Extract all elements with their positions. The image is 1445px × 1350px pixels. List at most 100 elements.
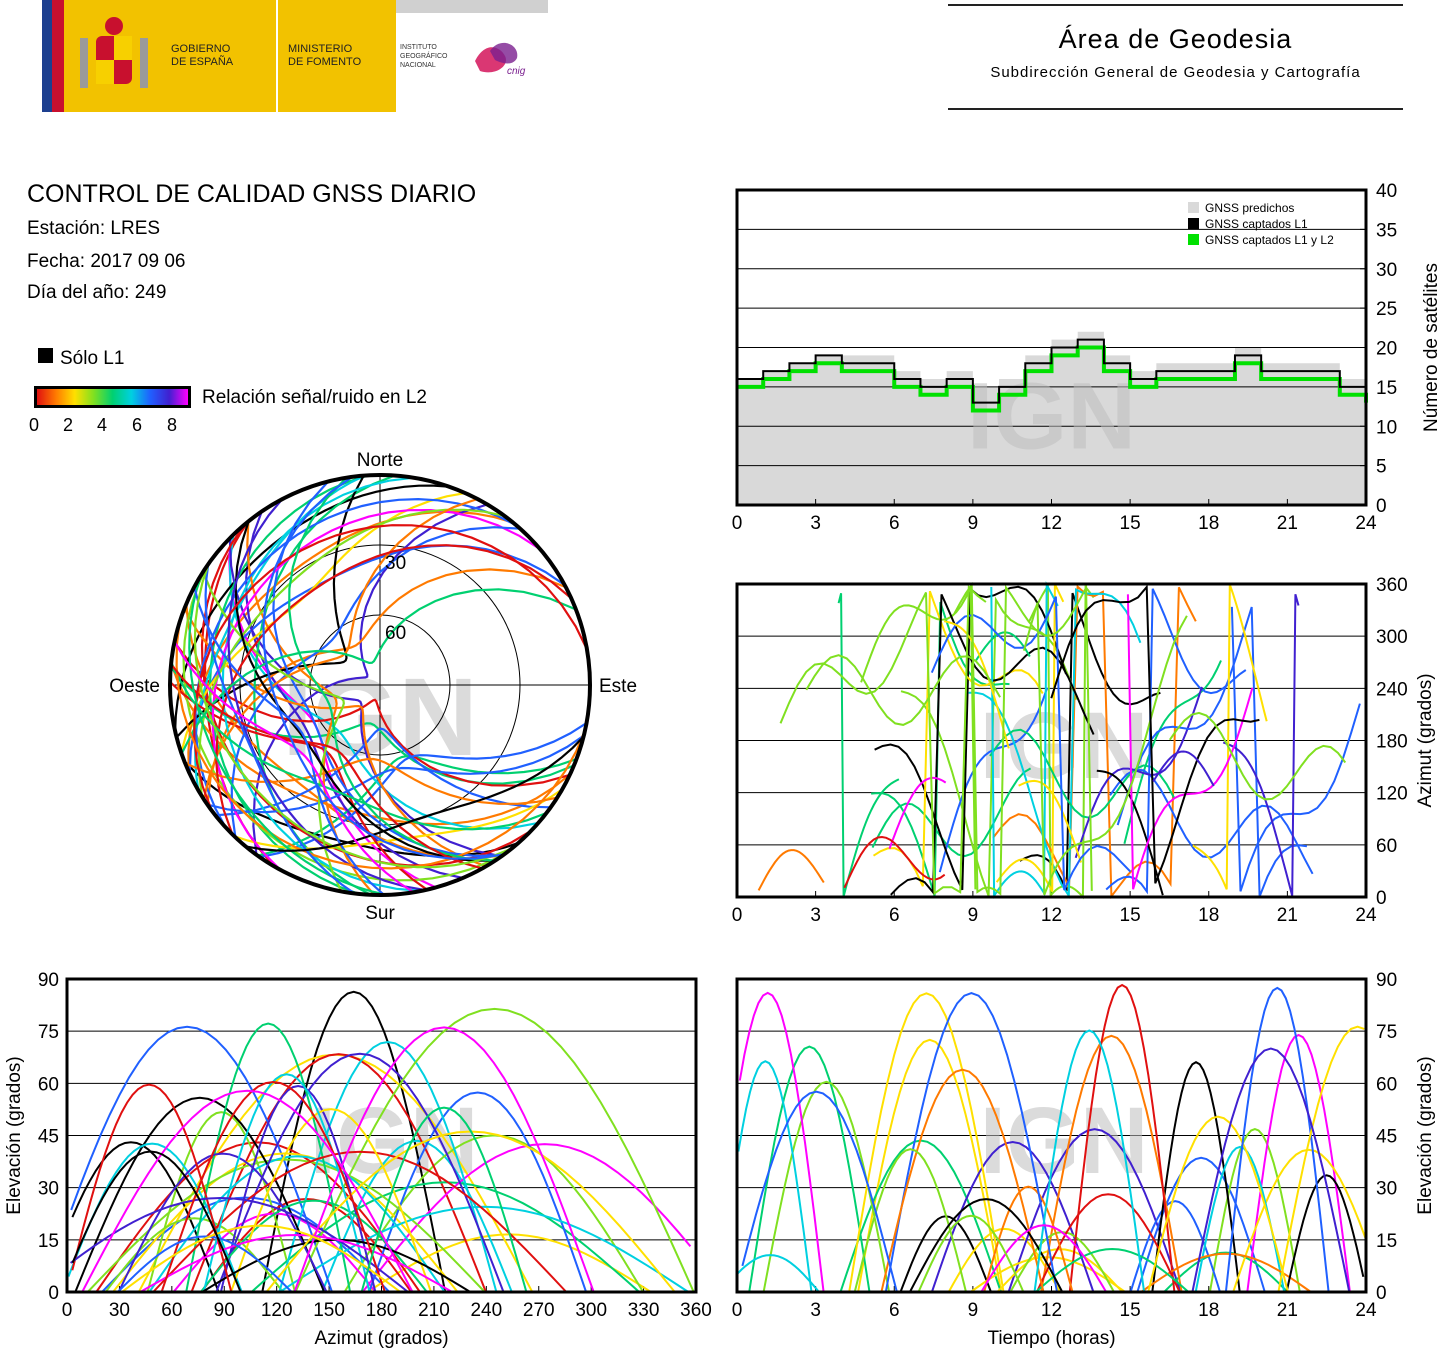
satellite-track bbox=[880, 1068, 1045, 1293]
y-axis-title: Número de satélites bbox=[1421, 263, 1442, 432]
legend-label: GNSS predichos bbox=[1205, 201, 1294, 215]
satellite-track bbox=[738, 991, 825, 1293]
snr-label: Relación señal/ruido en L2 bbox=[202, 387, 427, 408]
y-tick-label: 300 bbox=[1376, 627, 1408, 648]
satellite-track bbox=[117, 1152, 328, 1293]
satellite-track bbox=[170, 661, 547, 831]
ign-line2: GEOGRÁFICO bbox=[400, 53, 448, 60]
satellite-track bbox=[343, 1134, 645, 1293]
date-label: Fecha: 2017 09 06 bbox=[27, 251, 186, 272]
watermark-ign: IGN bbox=[967, 363, 1136, 469]
satellite-track bbox=[980, 1224, 1108, 1293]
satellite-track bbox=[1232, 1148, 1367, 1293]
satellite-track bbox=[1035, 1193, 1181, 1293]
satellite-track bbox=[1096, 769, 1164, 896]
satellite-track bbox=[204, 564, 356, 895]
coat-of-arms-icon bbox=[80, 17, 148, 88]
y-tick-label: 40 bbox=[1376, 181, 1397, 202]
satellite-track bbox=[737, 1060, 813, 1293]
y-tick-label: 15 bbox=[1376, 378, 1397, 399]
elevation-time-chart: 0 15 30 45 60 75 90 0 3 6 9 12 15 18 21 24 IGN Elevación … bbox=[732, 970, 1436, 1349]
satellite-track bbox=[175, 621, 587, 870]
satellite-track bbox=[757, 849, 825, 891]
satellite-track bbox=[871, 767, 1032, 858]
satellite-track bbox=[252, 503, 488, 855]
ign-logo-text: INSTITUTO GEOGRÁFICO NACIONAL bbox=[400, 43, 447, 70]
satellite-track bbox=[1109, 768, 1314, 875]
satellite-track bbox=[1136, 1156, 1266, 1293]
x-tick-label: 24 bbox=[1355, 1300, 1377, 1321]
satellite-track bbox=[139, 1233, 453, 1293]
cnig-logo-icon: cnig bbox=[475, 42, 526, 77]
gobierno-logo-block: GOBIERNO DE ESPAÑA bbox=[64, 0, 276, 112]
x-tick-label: 150 bbox=[313, 1300, 345, 1321]
satellite-track bbox=[71, 1150, 242, 1293]
satellite-tracks bbox=[736, 983, 1367, 1293]
satellite-track bbox=[193, 562, 513, 869]
horizon-circle bbox=[168, 473, 592, 897]
satellite-track bbox=[193, 586, 385, 896]
series-gnss-captados-l1-y-l2 bbox=[737, 345, 1368, 413]
satellite-track bbox=[848, 992, 1005, 1293]
satellite-track bbox=[1033, 1029, 1146, 1293]
x-tick-label: 120 bbox=[261, 1300, 293, 1321]
y-tick-label: 20 bbox=[1376, 339, 1397, 360]
y-tick-label: 15 bbox=[38, 1231, 59, 1252]
x-axis-title: Azimut (grados) bbox=[314, 1328, 448, 1349]
satellite-track bbox=[1068, 983, 1176, 1293]
satellite-track bbox=[208, 474, 369, 896]
x-tick-label: 15 bbox=[1120, 905, 1141, 926]
x-tick-label: 18 bbox=[1198, 905, 1219, 926]
satellite-track bbox=[1123, 660, 1222, 844]
label-south: Sur bbox=[365, 903, 395, 924]
gobierno-line2: DE ESPAÑA bbox=[171, 56, 234, 68]
header-rule-top bbox=[948, 4, 1403, 6]
satellite-track bbox=[160, 1080, 386, 1293]
x-tick-label: 6 bbox=[889, 1300, 900, 1321]
satellite-track bbox=[975, 631, 1031, 661]
satellite-track bbox=[104, 1217, 284, 1293]
y-axis-title: Elevación (grados) bbox=[4, 1056, 25, 1214]
y-tick-label: 75 bbox=[38, 1022, 59, 1043]
satellite-track bbox=[183, 608, 487, 868]
satellite-track bbox=[174, 484, 449, 731]
x-tick-label: 0 bbox=[62, 1300, 73, 1321]
satellite-track bbox=[888, 776, 947, 850]
cnig-text: cnig bbox=[507, 66, 526, 77]
y-tick-label: 360 bbox=[1376, 575, 1408, 596]
satellite-track bbox=[288, 476, 496, 862]
satellite-track bbox=[215, 727, 551, 817]
y-tick-label: 90 bbox=[38, 970, 59, 991]
x-tick-label: 270 bbox=[523, 1300, 555, 1321]
x-tick-label: 0 bbox=[732, 1300, 743, 1321]
satellite-track bbox=[947, 1227, 1061, 1293]
satellite-track bbox=[1116, 606, 1308, 897]
satellite-tracks bbox=[67, 990, 695, 1293]
satellite-track bbox=[1018, 779, 1083, 863]
satellite-track bbox=[995, 583, 1065, 892]
x-tick-label: 240 bbox=[470, 1300, 502, 1321]
satellite-track bbox=[917, 1214, 1025, 1293]
x-tick-label: 15 bbox=[1120, 1300, 1141, 1321]
satellite-track bbox=[215, 1052, 505, 1293]
satellite-track bbox=[1147, 1115, 1289, 1293]
satellite-track bbox=[360, 1106, 528, 1293]
ring-label-60: 60 bbox=[385, 623, 406, 644]
satellite-track bbox=[930, 596, 1132, 891]
x-tick-label: 24 bbox=[1355, 905, 1377, 926]
satellite-track bbox=[1040, 1034, 1183, 1293]
satellite-track bbox=[1191, 1047, 1351, 1293]
satellite-track bbox=[175, 475, 365, 738]
y-tick-label: 90 bbox=[1376, 970, 1397, 991]
y-tick-label: 0 bbox=[1376, 888, 1387, 909]
satellite-track bbox=[86, 1158, 486, 1293]
ring-label-30: 30 bbox=[385, 553, 406, 574]
plot-frame bbox=[735, 977, 1368, 1294]
x-tick-label: 15 bbox=[1120, 513, 1141, 534]
satellite-track bbox=[278, 1040, 498, 1293]
satellite-track bbox=[1152, 750, 1215, 787]
satellite-track bbox=[1222, 594, 1300, 896]
y-tick-label: 0 bbox=[1376, 496, 1387, 517]
y-tick-label: 15 bbox=[1376, 1231, 1397, 1252]
